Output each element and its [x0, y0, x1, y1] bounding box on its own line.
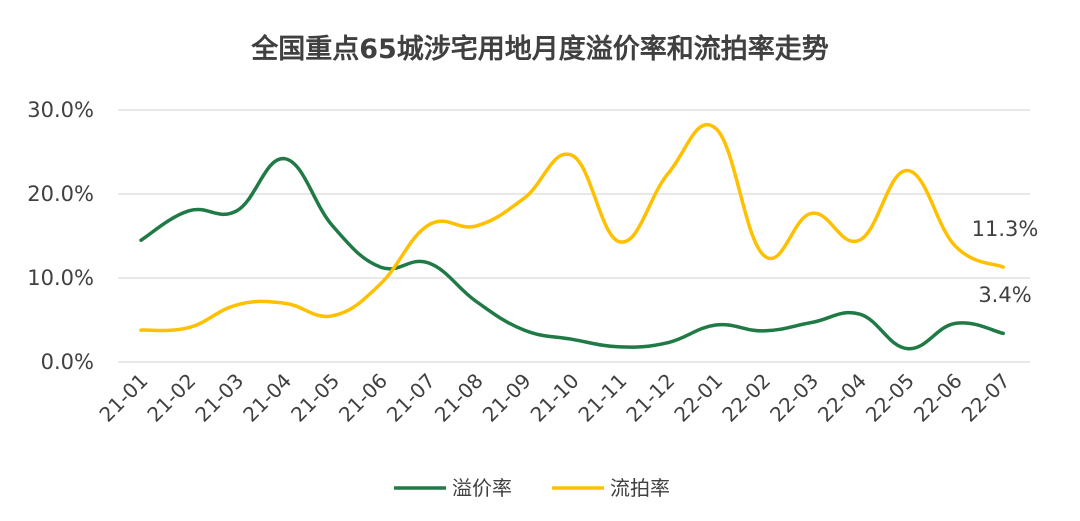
chart-title: 全国重点65城涉宅用地月度溢价率和流拍率走势 [250, 33, 829, 65]
series-line-yijia [139, 156, 1005, 351]
x-axis-ticks: 21-0121-0221-0321-0421-0521-0621-0721-08… [94, 369, 1014, 427]
y-tick-label: 0.0% [41, 350, 94, 374]
x-tick-label: 21-01 [94, 369, 152, 427]
x-tick-label: 21-05 [286, 369, 344, 427]
y-tick-label: 20.0% [27, 182, 94, 206]
gridlines [118, 109, 1030, 363]
annotation-yijia-last: 3.4% [978, 283, 1031, 307]
x-tick-label: 22-05 [861, 369, 919, 427]
series-lines [139, 123, 1005, 351]
annotation-liupai-last: 11.3% [972, 217, 1039, 241]
x-tick-label: 21-11 [573, 369, 631, 427]
x-tick-label: 21-03 [190, 369, 248, 427]
x-tick-label: 22-06 [909, 369, 967, 427]
x-tick-label: 21-12 [621, 369, 679, 427]
x-tick-label: 21-08 [430, 369, 488, 427]
annotations: 11.3% 3.4% [972, 217, 1039, 307]
x-tick-label: 21-07 [382, 369, 440, 427]
x-tick-label: 22-01 [669, 369, 727, 427]
x-tick-label: 21-02 [142, 369, 200, 427]
x-tick-label: 22-03 [765, 369, 823, 427]
x-tick-label: 21-04 [238, 369, 296, 427]
x-tick-label: 22-04 [813, 369, 871, 427]
y-tick-label: 10.0% [27, 266, 94, 290]
legend-label-yijia: 溢价率 [452, 476, 512, 500]
x-tick-label: 21-06 [334, 369, 392, 427]
x-tick-label: 21-09 [478, 369, 536, 427]
y-tick-label: 30.0% [27, 98, 94, 122]
x-tick-label: 21-10 [526, 369, 584, 427]
series-line-liupai [139, 123, 1005, 333]
legend: 溢价率 流拍率 [394, 476, 670, 500]
y-axis-ticks: 0.0% 10.0% 20.0% 30.0% [27, 98, 94, 374]
x-tick-label: 22-07 [957, 369, 1015, 427]
x-tick-label: 22-02 [717, 369, 775, 427]
legend-label-liupai: 流拍率 [610, 476, 670, 500]
